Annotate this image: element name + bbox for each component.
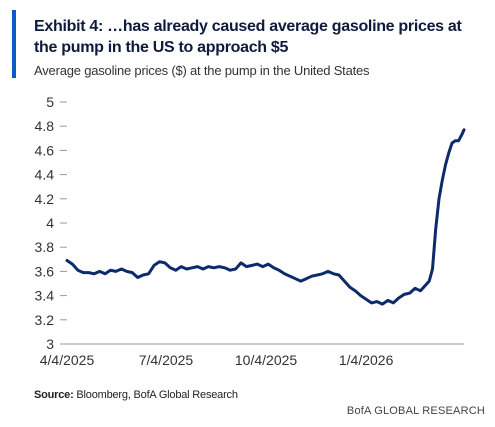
source-note: Source: Bloomberg, BofA Global Research <box>34 389 238 401</box>
y-tick-label: 3.2 <box>35 312 55 328</box>
y-axis: 3 3.2 3.4 3.6 3.8 4 4.2 4.4 4.6 4.8 5 <box>35 94 67 352</box>
accent-bar <box>12 10 16 78</box>
chart-title: Exhibit 4: …has already caused average g… <box>34 18 462 56</box>
x-axis: 4/4/2025 7/4/2025 10/4/2025 1/4/2026 <box>40 352 394 368</box>
y-tick-label: 4 <box>46 215 54 231</box>
x-tick-label: 1/4/2026 <box>339 352 394 368</box>
y-tick-label: 3 <box>46 336 54 352</box>
x-tick-label: 7/4/2025 <box>139 352 194 368</box>
source-text: Bloomberg, BofA Global Research <box>73 389 238 401</box>
x-tick-label: 4/4/2025 <box>40 352 95 368</box>
y-tick-label: 3.4 <box>35 288 55 304</box>
y-tick-label: 5 <box>46 94 54 110</box>
y-tick-label: 4.4 <box>35 167 55 183</box>
brand-label: BofA GLOBAL RESEARCH <box>346 405 485 417</box>
chart-subtitle: Average gasoline prices ($) at the pump … <box>34 63 370 78</box>
source-label: Source: <box>34 389 74 401</box>
y-tick-label: 4.8 <box>35 118 55 134</box>
y-tick-label: 4.2 <box>35 191 55 207</box>
series-line <box>65 128 466 306</box>
x-tick-label: 10/4/2025 <box>235 352 297 368</box>
y-tick-label: 3.6 <box>35 263 55 279</box>
y-tick-label: 4.6 <box>35 142 55 158</box>
y-tick-label: 3.8 <box>35 239 55 255</box>
